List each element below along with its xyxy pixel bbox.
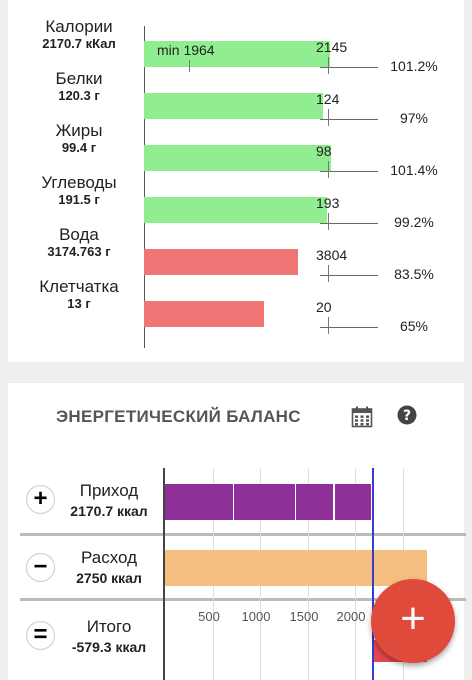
nutrient-target: 20 <box>316 299 332 315</box>
energy-balance-title: ЭНЕРГЕТИЧЕСКИЙ БАЛАНС <box>56 407 301 426</box>
nutrient-target-tick <box>328 109 329 126</box>
nutrient-percent: 83.5% <box>394 266 434 282</box>
row-separator <box>20 598 466 601</box>
total-value: -579.3 ккал <box>71 639 147 655</box>
total-label: Итого <box>86 617 132 636</box>
add-button[interactable]: + <box>371 579 455 663</box>
nutrient-bar <box>144 145 331 171</box>
energy-balance-card: ЭНЕРГЕТИЧЕСКИЙ БАЛАНС ? + Приход 2170.7 … <box>8 383 466 680</box>
nutrition-card: Калории 2170.7 кКал 2145 101.2% min 1964 Белк… <box>8 0 464 362</box>
nutrient-bar <box>144 249 298 275</box>
chart-x-tick-label: 1000 <box>241 609 271 624</box>
expense-row: − Расход 2750 ккал <box>8 536 466 600</box>
nutrient-target: 2145 <box>316 39 348 55</box>
income-row: + Приход 2170.7 ккал <box>8 468 466 535</box>
chart-axis <box>163 468 165 680</box>
income-bar-segment <box>165 484 234 520</box>
equals-icon[interactable]: = <box>26 621 55 650</box>
nutrient-row: Белки 120.3 г 124 97% <box>8 52 464 126</box>
row-separator <box>20 533 466 536</box>
nutrient-target-tick <box>328 213 329 230</box>
income-label: Приход <box>79 481 139 500</box>
nutrient-amount: 13 г <box>67 296 91 311</box>
nutrient-target-tick <box>328 317 329 334</box>
nutrient-row: Калории 2170.7 кКал 2145 101.2% min 1964 <box>8 0 464 74</box>
nutrient-target: 193 <box>316 195 340 211</box>
nutrition-axis <box>144 26 145 348</box>
nutrient-amount: 191.5 г <box>58 192 100 207</box>
income-bar-segment <box>234 484 296 520</box>
nutrient-name: Вода <box>59 225 99 244</box>
nutrient-name: Калории <box>45 17 113 36</box>
calendar-icon[interactable] <box>351 406 373 433</box>
nutrient-target-line <box>320 275 378 276</box>
income-bar-segment <box>296 484 334 520</box>
nutrient-name: Жиры <box>55 121 103 140</box>
calories-min-label: min 1964 <box>157 42 215 58</box>
nutrient-amount: 120.3 г <box>58 88 100 103</box>
income-bar-segment <box>335 484 372 520</box>
nutrient-percent: 101.4% <box>390 162 438 178</box>
nutrient-amount: 3174.763 г <box>47 244 111 259</box>
nutrient-target-line <box>320 171 378 172</box>
nutrient-name: Белки <box>55 69 103 88</box>
nutrient-target-tick <box>328 57 329 74</box>
nutrient-target-line <box>320 67 378 68</box>
nutrient-target-line <box>320 327 378 328</box>
nutrient-bar <box>144 93 323 119</box>
nutrient-bar <box>144 41 330 67</box>
chart-x-tick-label: 2000 <box>336 609 366 624</box>
calories-min-tick <box>189 60 190 72</box>
nutrient-bar <box>144 197 327 223</box>
expense-bar <box>165 550 427 586</box>
svg-text:?: ? <box>403 408 411 424</box>
nutrient-amount: 2170.7 кКал <box>42 36 116 51</box>
nutrient-name: Клетчатка <box>39 277 119 296</box>
nutrient-row: Углеводы 191.5 г 193 99.2% <box>8 156 464 230</box>
nutrient-target-line <box>320 223 378 224</box>
nutrient-target: 3804 <box>316 247 348 263</box>
nutrient-target-line <box>320 119 378 120</box>
nutrient-target: 98 <box>316 143 332 159</box>
intake-total-line <box>372 468 374 680</box>
nutrient-row: Жиры 99.4 г 98 101.4% <box>8 104 464 178</box>
nutrient-bar <box>144 301 264 327</box>
chart-x-tick-label: 500 <box>198 609 220 624</box>
nutrient-percent: 65% <box>399 318 429 334</box>
nutrient-target: 124 <box>316 91 340 107</box>
total-row: = Итого -579.3 ккал <box>8 601 466 680</box>
nutrient-name: Углеводы <box>41 173 117 192</box>
nutrient-row: Вода 3174.763 г 3804 83.5% <box>8 208 464 282</box>
minus-icon[interactable]: − <box>26 553 55 582</box>
nutrient-target-tick <box>328 161 329 178</box>
nutrient-percent: 99.2% <box>394 214 434 230</box>
expense-value: 2750 ккал <box>76 570 142 586</box>
help-icon[interactable]: ? <box>397 405 417 430</box>
nutrient-amount: 99.4 г <box>61 140 97 155</box>
nutrient-target-tick <box>328 265 329 282</box>
nutrient-percent: 97% <box>399 110 429 126</box>
nutrient-row: Клетчатка 13 г 20 65% <box>8 260 464 334</box>
chart-x-tick-label: 1500 <box>289 609 319 624</box>
plus-icon[interactable]: + <box>26 485 55 514</box>
income-value: 2170.7 ккал <box>70 503 148 519</box>
expense-label: Расход <box>80 548 138 567</box>
nutrient-percent: 101.2% <box>390 58 438 74</box>
